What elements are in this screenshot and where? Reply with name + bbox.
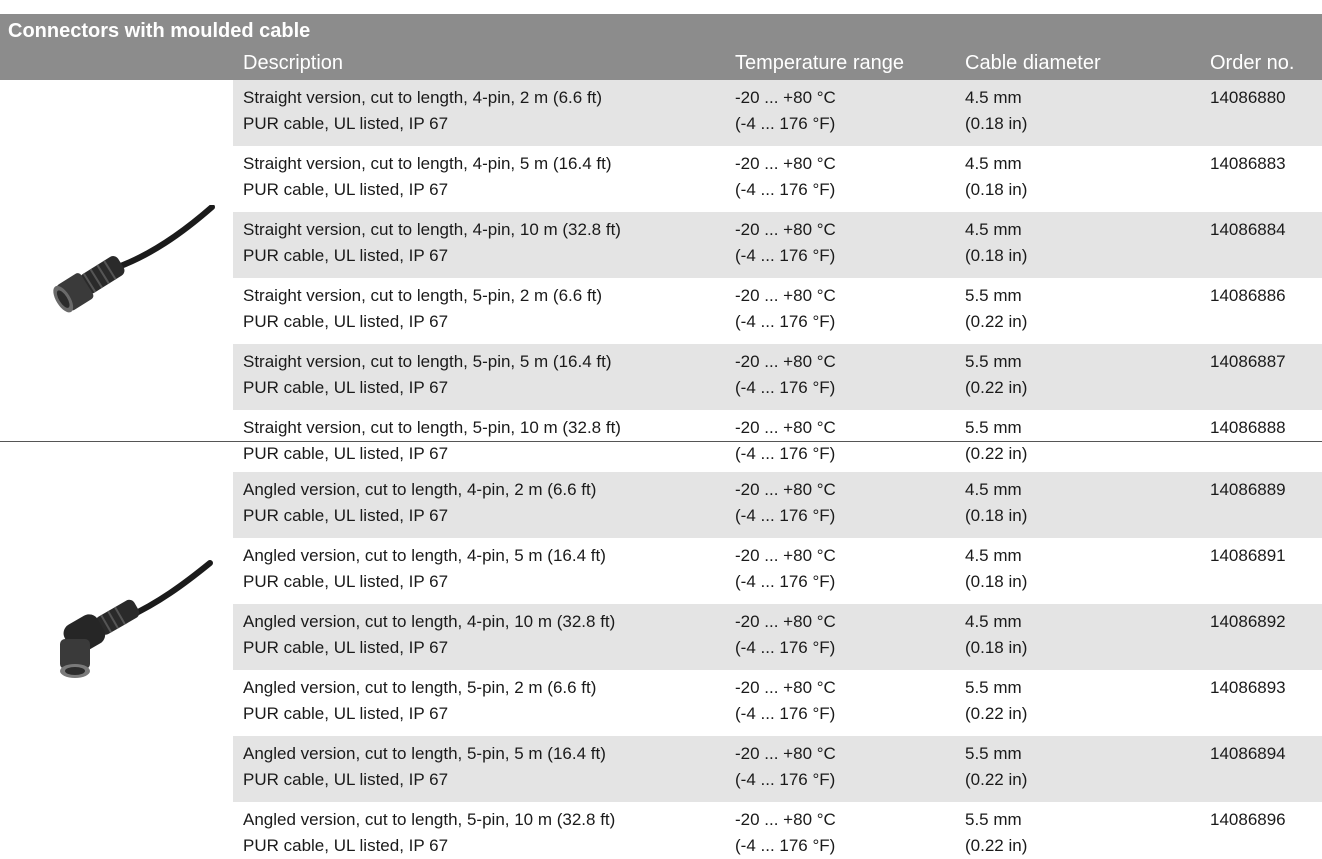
- order-number-cell: 14086894: [1210, 744, 1286, 763]
- cable-diameter-cell: 5.5 mm (0.22 in): [965, 352, 1028, 397]
- description-cell: Angled version, cut to length, 4-pin, 5 …: [243, 546, 606, 591]
- cable-diameter-cell: 4.5 mm (0.18 in): [965, 220, 1028, 265]
- straight-connector-icon: [53, 205, 215, 313]
- order-number-cell: 14086880: [1210, 88, 1286, 107]
- cable-diameter-cell: 4.5 mm (0.18 in): [965, 612, 1028, 657]
- table-row: Angled version, cut to length, 5-pin, 5 …: [233, 736, 1322, 802]
- order-number-cell: 14086891: [1210, 546, 1286, 565]
- description-cell: Straight version, cut to length, 4-pin, …: [243, 154, 612, 199]
- cable-diameter-cell: 5.5 mm (0.22 in): [965, 286, 1028, 331]
- table-title: Connectors with moulded cable: [8, 20, 311, 42]
- temperature-cell: -20 ... +80 °C (-4 ... 176 °F): [735, 286, 836, 331]
- column-header-temperature: Temperature range: [735, 52, 904, 74]
- order-number-cell: 14086889: [1210, 480, 1286, 499]
- temperature-cell: -20 ... +80 °C (-4 ... 176 °F): [735, 154, 836, 199]
- cable-diameter-cell: 5.5 mm (0.22 in): [965, 744, 1028, 789]
- temperature-cell: -20 ... +80 °C (-4 ... 176 °F): [735, 480, 836, 525]
- order-number-cell: 14086896: [1210, 810, 1286, 829]
- description-cell: Straight version, cut to length, 4-pin, …: [243, 88, 603, 133]
- table-row: Straight version, cut to length, 5-pin, …: [233, 410, 1322, 476]
- temperature-cell: -20 ... +80 °C (-4 ... 176 °F): [735, 220, 836, 265]
- table-row: Straight version, cut to length, 4-pin, …: [233, 212, 1322, 278]
- order-number-cell: 14086892: [1210, 612, 1286, 631]
- column-header-order-no: Order no.: [1210, 52, 1295, 74]
- table-row: Angled version, cut to length, 4-pin, 2 …: [233, 472, 1322, 538]
- description-cell: Angled version, cut to length, 5-pin, 5 …: [243, 744, 606, 789]
- description-cell: Straight version, cut to length, 5-pin, …: [243, 352, 612, 397]
- cable-diameter-cell: 5.5 mm (0.22 in): [965, 418, 1028, 463]
- temperature-cell: -20 ... +80 °C (-4 ... 176 °F): [735, 418, 836, 463]
- angled-connector-icon: [60, 560, 213, 678]
- temperature-cell: -20 ... +80 °C (-4 ... 176 °F): [735, 810, 836, 855]
- cable-diameter-cell: 4.5 mm (0.18 in): [965, 88, 1028, 133]
- order-number-cell: 14086893: [1210, 678, 1286, 697]
- description-cell: Angled version, cut to length, 5-pin, 2 …: [243, 678, 597, 723]
- description-cell: Straight version, cut to length, 5-pin, …: [243, 286, 603, 331]
- product-table-page: Connectors with moulded cable Descriptio…: [0, 14, 1322, 855]
- description-cell: Angled version, cut to length, 4-pin, 10…: [243, 612, 616, 657]
- cable-diameter-cell: 4.5 mm (0.18 in): [965, 546, 1028, 591]
- description-cell: Angled version, cut to length, 5-pin, 10…: [243, 810, 616, 855]
- table-row: Angled version, cut to length, 4-pin, 5 …: [233, 538, 1322, 604]
- description-cell: Angled version, cut to length, 4-pin, 2 …: [243, 480, 597, 525]
- temperature-cell: -20 ... +80 °C (-4 ... 176 °F): [735, 744, 836, 789]
- table-row: Straight version, cut to length, 4-pin, …: [233, 146, 1322, 212]
- temperature-cell: -20 ... +80 °C (-4 ... 176 °F): [735, 88, 836, 133]
- table-row: Straight version, cut to length, 5-pin, …: [233, 278, 1322, 344]
- order-number-cell: 14086887: [1210, 352, 1286, 371]
- order-number-cell: 14086888: [1210, 418, 1286, 437]
- group-divider: [0, 441, 1322, 442]
- temperature-cell: -20 ... +80 °C (-4 ... 176 °F): [735, 612, 836, 657]
- table-row: Angled version, cut to length, 4-pin, 10…: [233, 604, 1322, 670]
- order-number-cell: 14086886: [1210, 286, 1286, 305]
- order-number-cell: 14086884: [1210, 220, 1286, 239]
- table-row: Straight version, cut to length, 4-pin, …: [233, 80, 1322, 146]
- cable-diameter-cell: 4.5 mm (0.18 in): [965, 154, 1028, 199]
- cable-diameter-cell: 4.5 mm (0.18 in): [965, 480, 1028, 525]
- column-header-description: Description: [243, 52, 344, 74]
- order-number-cell: 14086883: [1210, 154, 1286, 173]
- cable-diameter-cell: 5.5 mm (0.22 in): [965, 678, 1028, 723]
- description-cell: Straight version, cut to length, 4-pin, …: [243, 220, 621, 265]
- cable-diameter-cell: 5.5 mm (0.22 in): [965, 810, 1028, 855]
- temperature-cell: -20 ... +80 °C (-4 ... 176 °F): [735, 352, 836, 397]
- table-row: Angled version, cut to length, 5-pin, 10…: [233, 802, 1322, 859]
- table-header: Connectors with moulded cable Descriptio…: [0, 14, 1322, 80]
- description-cell: Straight version, cut to length, 5-pin, …: [243, 418, 621, 463]
- column-header-cable-diameter: Cable diameter: [965, 52, 1101, 74]
- temperature-cell: -20 ... +80 °C (-4 ... 176 °F): [735, 678, 836, 723]
- temperature-cell: -20 ... +80 °C (-4 ... 176 °F): [735, 546, 836, 591]
- table-row: Angled version, cut to length, 5-pin, 2 …: [233, 670, 1322, 736]
- table-row: Straight version, cut to length, 5-pin, …: [233, 344, 1322, 410]
